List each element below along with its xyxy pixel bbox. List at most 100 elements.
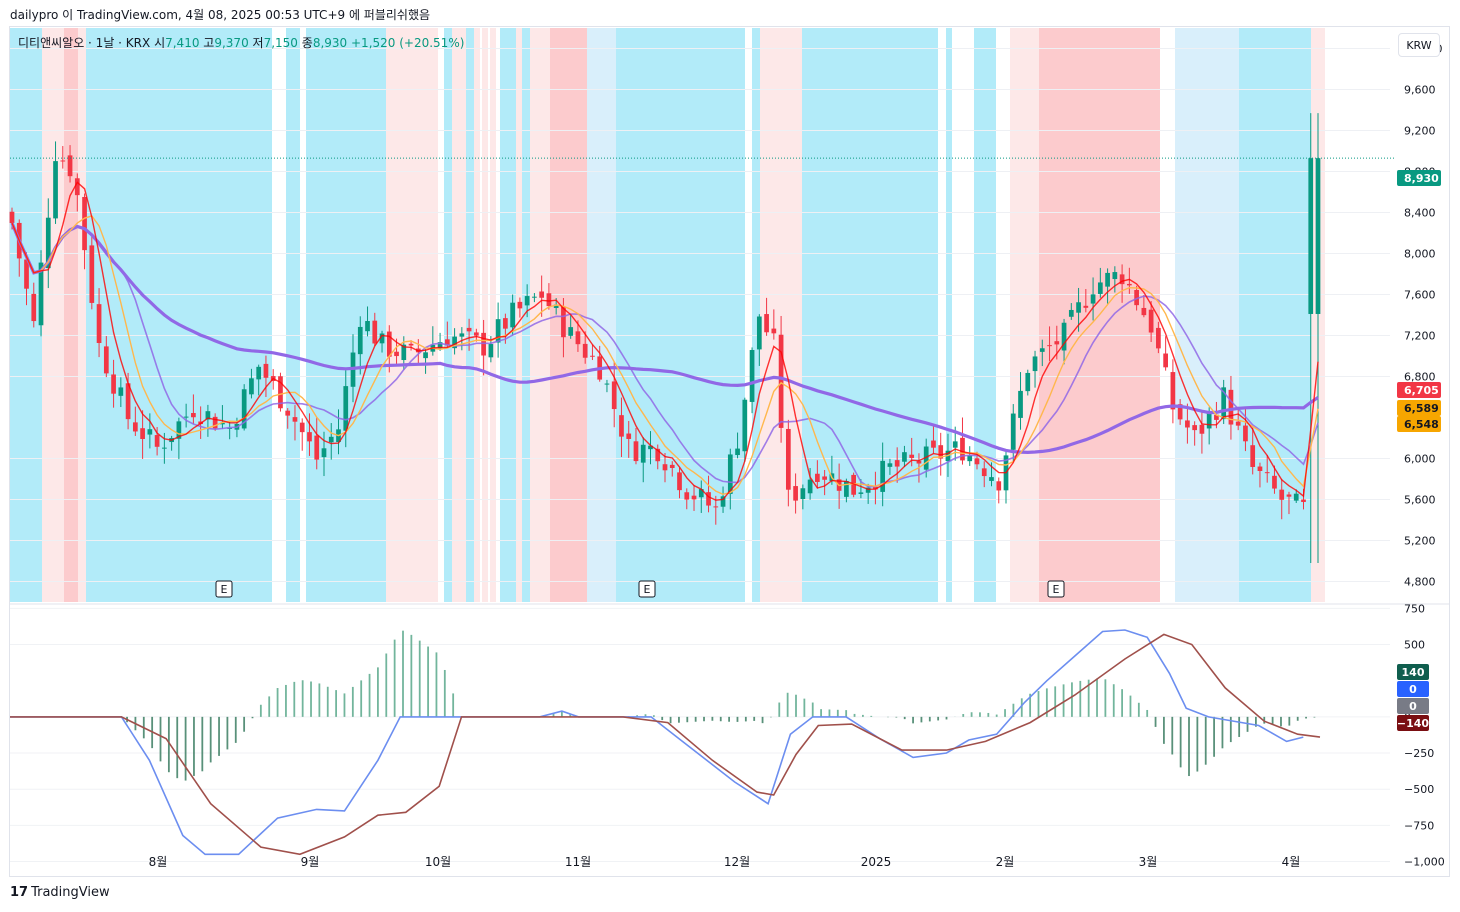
candle-body xyxy=(561,306,566,338)
candle-body xyxy=(31,293,37,322)
macd-badge-bg xyxy=(1397,698,1429,714)
candle-body xyxy=(89,245,95,303)
session-band xyxy=(490,28,496,602)
candle-body xyxy=(53,161,58,219)
candle-body xyxy=(118,387,124,396)
candle-body xyxy=(466,327,472,332)
candle-body xyxy=(1054,341,1060,345)
candle-body xyxy=(212,416,218,429)
price-badge: 6,705 xyxy=(1397,382,1441,398)
candle-body xyxy=(1264,472,1270,474)
price-chart[interactable]: 10,0009,6009,2008,8008,4008,0007,6007,20… xyxy=(0,0,1460,880)
candle-body xyxy=(1301,499,1306,502)
candle-body xyxy=(626,433,632,439)
candle-body xyxy=(1047,345,1052,347)
price-tick-label: 8,000 xyxy=(1404,248,1436,261)
candle-body xyxy=(720,496,726,507)
currency-button[interactable]: KRW xyxy=(1398,33,1440,57)
candle-body xyxy=(909,454,915,458)
candle-body xyxy=(1134,289,1139,306)
candle-body xyxy=(931,440,936,448)
candle-body xyxy=(1126,283,1132,286)
candle-body xyxy=(778,334,784,428)
candle-body xyxy=(96,304,102,344)
candle-body xyxy=(176,421,182,439)
candle-body xyxy=(815,473,820,482)
candle-body xyxy=(1272,475,1277,489)
candle-body xyxy=(524,296,530,306)
candle-body xyxy=(1156,327,1161,349)
candle-body xyxy=(321,448,327,458)
candle-body xyxy=(662,464,668,471)
session-band xyxy=(78,28,86,602)
candle-body xyxy=(459,333,465,337)
macd-badge-label: 140 xyxy=(1402,666,1425,679)
chart-frame xyxy=(9,26,1450,877)
session-band xyxy=(1239,28,1311,602)
candle-body xyxy=(132,422,138,432)
candle-body xyxy=(1192,425,1198,431)
price-tick-label: 7,200 xyxy=(1404,330,1436,343)
macd-badge-label: 0 xyxy=(1409,700,1417,713)
time-tick-label: 9월 xyxy=(301,855,320,869)
candle-body xyxy=(401,344,407,361)
session-band xyxy=(516,28,522,602)
candle-body xyxy=(669,464,675,469)
candle-body xyxy=(873,486,878,490)
candle-body xyxy=(590,355,595,357)
macd-tick-label: −1,000 xyxy=(1404,856,1445,869)
price-badge-label: 6,589 xyxy=(1404,402,1439,415)
candle-body xyxy=(278,376,283,409)
session-band xyxy=(466,28,474,602)
session-band xyxy=(1175,28,1239,602)
candle-body xyxy=(67,155,73,177)
candle-body xyxy=(473,332,479,336)
brand-label: TradingView xyxy=(31,885,110,900)
change-value: +1,520 (+20.51%) xyxy=(351,36,465,50)
candle-body xyxy=(887,463,893,467)
candle-body xyxy=(575,331,581,345)
candle-body xyxy=(764,314,769,333)
candle-body xyxy=(307,432,312,442)
tradingview-logo: 𝟭𝟳 TradingView xyxy=(10,885,110,900)
candle-body xyxy=(1119,274,1125,285)
candle-body xyxy=(1228,389,1234,425)
candle-body xyxy=(1250,445,1256,467)
candle-body xyxy=(1199,424,1205,434)
candle-body xyxy=(1185,420,1190,428)
candle-body xyxy=(1221,387,1227,420)
candle-body xyxy=(74,178,80,196)
candle-body xyxy=(503,318,508,329)
candle-body xyxy=(423,352,428,359)
candle-body xyxy=(314,435,320,460)
price-tick-label: 5,600 xyxy=(1404,494,1436,507)
session-band xyxy=(616,28,745,602)
time-tick-label: 3월 xyxy=(1139,855,1158,869)
price-tick-label: 6,800 xyxy=(1404,371,1436,384)
candle-body xyxy=(611,381,617,410)
candle-body xyxy=(800,488,806,500)
time-tick-label: 11월 xyxy=(565,855,591,869)
open-value: 7,410 xyxy=(165,36,200,50)
candle-body xyxy=(981,468,987,477)
candle-body xyxy=(60,160,66,162)
candle-body xyxy=(45,217,51,269)
low-value: 7,150 xyxy=(263,36,298,50)
candle-body xyxy=(125,383,131,420)
candle-body xyxy=(807,479,813,494)
price-tick-label: 7,600 xyxy=(1404,289,1436,302)
price-badge-bg xyxy=(1397,400,1441,416)
macd-line xyxy=(10,629,1304,856)
candle-body xyxy=(756,316,762,350)
candle-body xyxy=(735,448,740,456)
earnings-box xyxy=(215,580,233,598)
candle-body xyxy=(582,343,588,358)
earnings-label: E xyxy=(644,583,651,596)
candle-body xyxy=(1293,493,1299,501)
candle-body xyxy=(989,477,994,481)
session-band xyxy=(42,28,64,602)
session-band xyxy=(752,28,760,602)
time-tick-label: 4월 xyxy=(1282,855,1301,869)
macd-badge: −140 xyxy=(1397,715,1429,731)
candle-body xyxy=(996,481,1002,491)
